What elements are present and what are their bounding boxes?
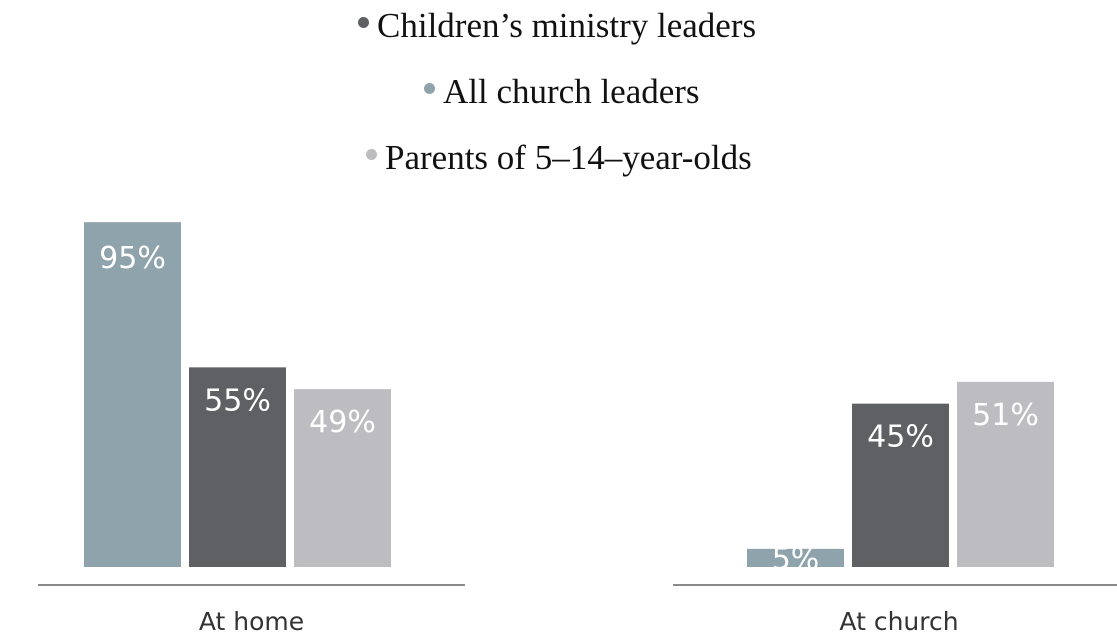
- legend-dot-icon: [366, 149, 377, 160]
- bar-at-church-series-2: [957, 381, 1054, 567]
- legend-dot-icon: [424, 83, 435, 94]
- data-label-at-church-series-0: 5%: [772, 542, 820, 577]
- data-label-at-home-series-1: 55%: [204, 383, 271, 418]
- bar-at-church-series-0: [747, 548, 844, 567]
- legend-dot-icon: [358, 17, 369, 28]
- category-label-at-church: At church: [839, 607, 958, 635]
- bar-at-home-series-1: [189, 367, 286, 567]
- legend-entry-parents: Parents of 5–14–year-olds: [366, 138, 752, 178]
- legend-label: All church leaders: [443, 72, 700, 111]
- legend-entry-childrens-ministry-leaders: Children’s ministry leaders: [358, 6, 757, 46]
- legend-label: Parents of 5–14–year-olds: [385, 138, 752, 177]
- legend-label: Children’s ministry leaders: [377, 6, 757, 45]
- data-label-at-home-series-0: 95%: [99, 241, 166, 276]
- data-label-at-home-series-2: 49%: [309, 405, 376, 440]
- category-label-at-home: At home: [199, 607, 304, 635]
- bar-at-home-series-2: [294, 389, 391, 567]
- chart-legend: Children’s ministry leaders All church l…: [0, 0, 1117, 190]
- bar-at-church-series-1: [852, 403, 949, 567]
- bar-at-home-series-0: [84, 222, 181, 567]
- data-label-at-church-series-2: 51%: [972, 398, 1039, 433]
- data-label-at-church-series-1: 45%: [867, 420, 934, 455]
- legend-entry-all-church-leaders: All church leaders: [424, 72, 700, 112]
